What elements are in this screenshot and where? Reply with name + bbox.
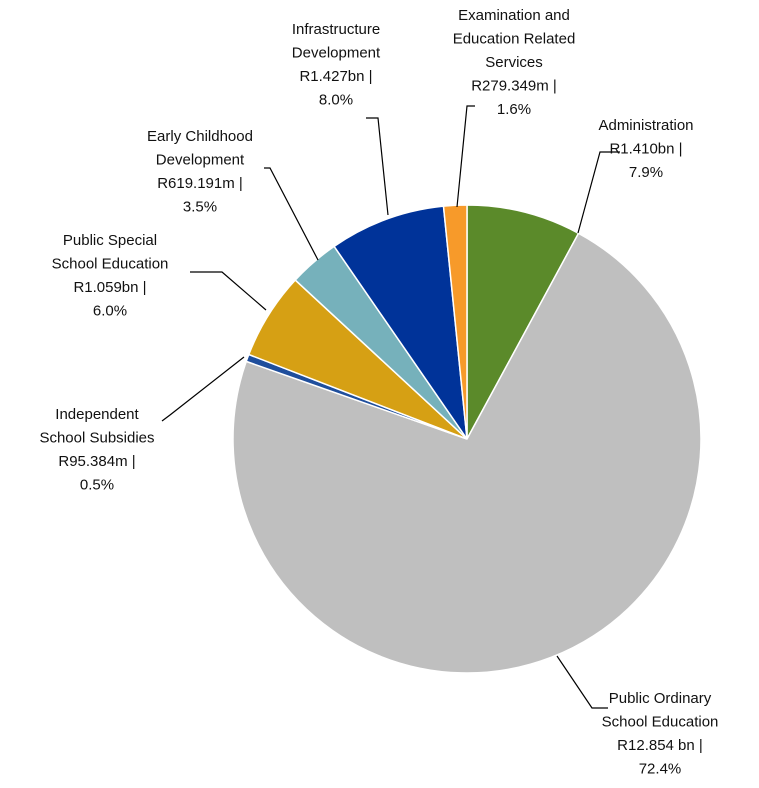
- data-label-line: Examination and: [458, 7, 570, 24]
- data-label-line: Public Ordinary: [609, 690, 712, 707]
- pie-slice-public-ordinary-school-education: [232, 232, 702, 674]
- data-label-line: R95.384m |: [58, 453, 135, 470]
- data-label-line: School Education: [602, 714, 719, 731]
- data-label-line: 6.0%: [93, 303, 127, 320]
- data-label-line: R12.854 bn |: [617, 737, 703, 754]
- data-label-line: R1.059bn |: [73, 279, 146, 296]
- leader-line: [161, 356, 245, 422]
- data-label-line: 72.4%: [639, 761, 682, 778]
- data-label-line: Independent: [55, 406, 139, 423]
- data-label: Early Childhood Development R619.191m | 3.5…: [147, 128, 253, 216]
- data-label-line: Infrastructure: [292, 21, 380, 38]
- data-labels: Administration R1.410bn | 7.9% Public Ordin…: [39, 7, 718, 778]
- data-label-line: School Subsidies: [39, 430, 154, 447]
- data-label-line: Education Related: [453, 31, 576, 48]
- leader-line: [190, 271, 267, 311]
- leader-line: [556, 655, 608, 709]
- pie-slice-administration: [466, 204, 580, 440]
- pie-slice-infrastructure-development: [333, 205, 468, 440]
- data-label: Examination and Education Related Services…: [453, 7, 576, 118]
- data-label-line: Administration: [598, 117, 693, 134]
- leader-line: [456, 105, 475, 208]
- data-label-line: 0.5%: [80, 477, 114, 494]
- leader-lines: [161, 105, 620, 709]
- data-label-line: R1.427bn |: [299, 68, 372, 85]
- pie-slice-examination-and-education-related-services: [442, 204, 468, 440]
- data-label-line: Services: [485, 54, 543, 71]
- data-label-line: Public Special: [63, 232, 157, 249]
- data-label: Administration R1.410bn | 7.9%: [598, 117, 693, 181]
- data-label-line: Development: [292, 45, 381, 62]
- leader-line: [264, 167, 319, 261]
- pie-slices: [232, 204, 702, 674]
- data-label-line: R1.410bn |: [609, 141, 682, 158]
- data-label-line: 7.9%: [629, 164, 663, 181]
- data-label: Independent School Subsidies R95.384m | 0.5…: [39, 406, 154, 494]
- data-label-line: 3.5%: [183, 199, 217, 216]
- leader-line: [366, 117, 389, 216]
- data-label-line: 1.6%: [497, 101, 531, 118]
- data-label-line: R279.349m |: [471, 78, 557, 95]
- leader-line: [577, 151, 620, 234]
- data-label: Infrastructure Development R1.427bn | 8.0%: [292, 21, 381, 109]
- data-label-line: Early Childhood: [147, 128, 253, 145]
- data-label-line: Development: [156, 152, 245, 169]
- data-label-line: School Education: [52, 256, 169, 273]
- data-label: Public Special School Education R1.059bn |…: [52, 232, 169, 320]
- data-label-line: R619.191m |: [157, 175, 243, 192]
- data-label-line: 8.0%: [319, 92, 353, 109]
- data-label: Public Ordinary School Education R12.854 b…: [602, 690, 719, 778]
